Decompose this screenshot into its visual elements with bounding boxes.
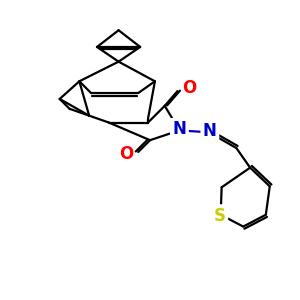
Text: N: N [203, 122, 217, 140]
Text: S: S [214, 207, 226, 225]
Text: N: N [172, 120, 186, 138]
Text: O: O [182, 79, 197, 97]
Text: O: O [119, 145, 133, 163]
